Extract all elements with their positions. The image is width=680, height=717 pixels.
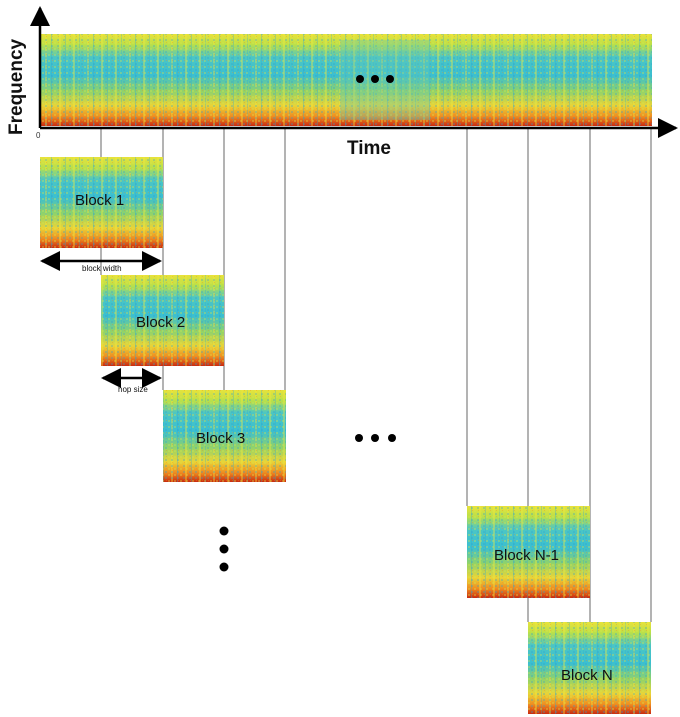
block-n-minus-1: Block N-1 (467, 506, 590, 598)
block-1-label: Block 1 (75, 192, 124, 209)
block-n-label: Block N (561, 667, 613, 684)
block-2-label: Block 2 (136, 314, 185, 331)
hop-size-label: hop size (118, 385, 148, 394)
axes (30, 6, 678, 138)
block-width-label: block width (82, 264, 122, 273)
block-3-label: Block 3 (196, 430, 245, 447)
block-1: Block 1 (40, 157, 163, 248)
y-axis-label: Frequency (6, 38, 27, 135)
origin-tick-label: 0 (36, 131, 41, 140)
ellipsis-horizontal-icon (356, 75, 394, 83)
ellipsis-vertical-icon (219, 526, 229, 572)
block-n: Block N (528, 622, 651, 714)
block-3: Block 3 (163, 390, 286, 482)
main-spectrogram (40, 34, 652, 126)
x-axis-label: Time (347, 138, 391, 159)
ellipsis-horizontal-icon (355, 434, 396, 442)
block-2: Block 2 (101, 275, 224, 366)
block-n-minus-1-label: Block N-1 (494, 547, 559, 564)
